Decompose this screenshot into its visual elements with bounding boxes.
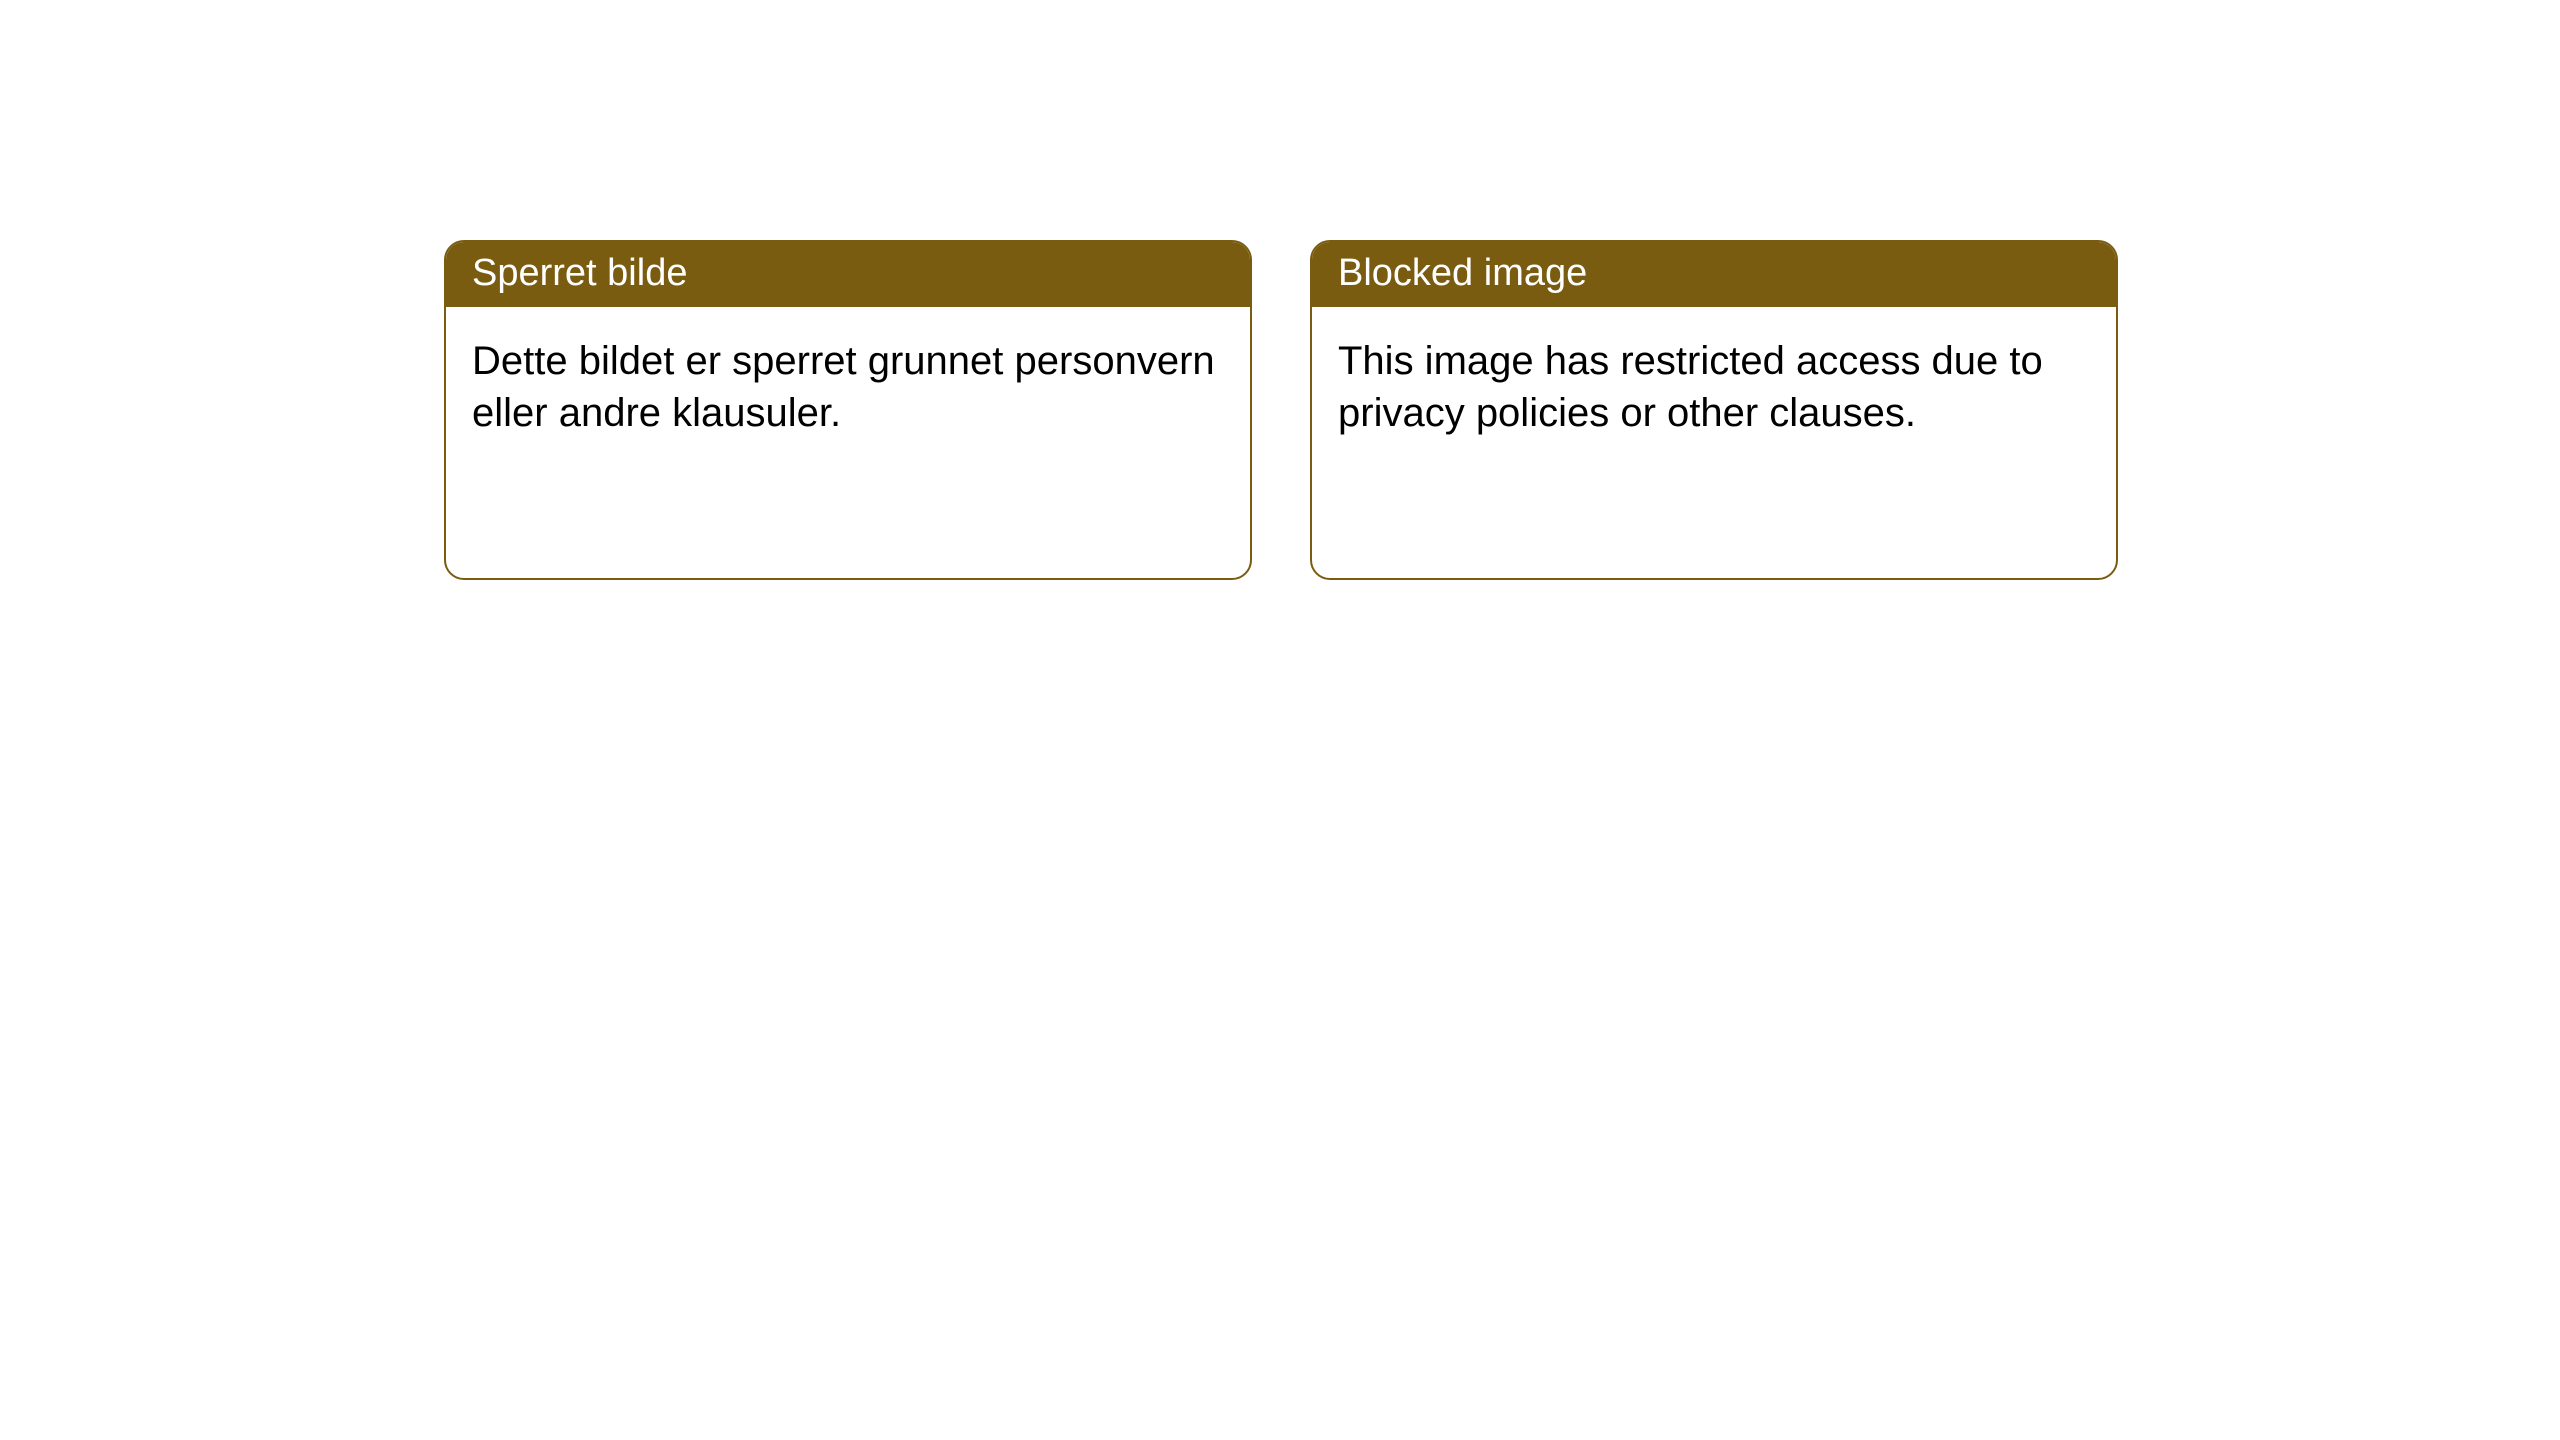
card-body-text: Dette bildet er sperret grunnet personve… [472,339,1215,435]
card-title: Blocked image [1338,252,1587,294]
card-header: Sperret bilde [446,242,1250,307]
card-header: Blocked image [1312,242,2116,307]
notice-card-norwegian: Sperret bilde Dette bildet er sperret gr… [444,240,1252,580]
card-title: Sperret bilde [472,252,687,294]
card-body-text: This image has restricted access due to … [1338,339,2043,435]
notice-card-container: Sperret bilde Dette bildet er sperret gr… [444,240,2118,580]
notice-card-english: Blocked image This image has restricted … [1310,240,2118,580]
card-body: This image has restricted access due to … [1312,307,2116,467]
card-body: Dette bildet er sperret grunnet personve… [446,307,1250,467]
